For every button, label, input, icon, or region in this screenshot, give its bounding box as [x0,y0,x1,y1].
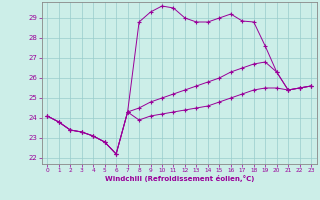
X-axis label: Windchill (Refroidissement éolien,°C): Windchill (Refroidissement éolien,°C) [105,175,254,182]
